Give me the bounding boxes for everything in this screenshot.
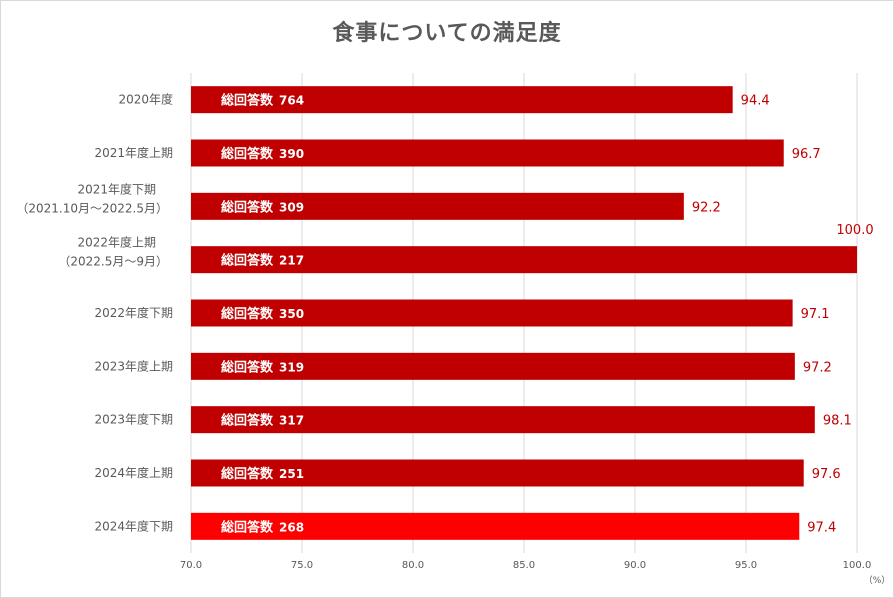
x-tick-label: 85.0 [513, 560, 535, 571]
bar [191, 139, 784, 167]
bar-inner-label: 総回答数 309 [221, 199, 304, 215]
x-tick-label: 80.0 [402, 560, 424, 571]
value-label: 96.7 [792, 147, 821, 162]
x-unit-label: （%） [864, 575, 891, 586]
x-tick-label: 90.0 [624, 560, 646, 571]
value-label: 94.4 [741, 94, 770, 109]
category-label: （2022.5月～9月） [58, 255, 168, 269]
chart-title: 食事についての満足度 [332, 21, 562, 46]
category-label: （2021.10月～2022.5月） [16, 201, 168, 215]
bar [191, 512, 800, 540]
value-label: 98.1 [823, 414, 852, 429]
bar [191, 406, 815, 434]
category-label: 2020年度 [118, 92, 173, 107]
bar-inner-label: 総回答数 268 [221, 519, 304, 535]
bar-inner-label: 総回答数 350 [221, 306, 304, 322]
bar [191, 352, 795, 380]
x-tick-label: 70.0 [180, 560, 202, 571]
bar [191, 246, 857, 274]
category-label: 2022年度上期 [77, 235, 156, 250]
bar [191, 299, 793, 327]
category-label: 2021年度上期 [94, 145, 173, 160]
bar [191, 459, 804, 487]
x-tick-label: 95.0 [735, 560, 757, 571]
value-label: 92.2 [692, 200, 721, 215]
bar [191, 86, 733, 114]
value-label: 97.2 [803, 360, 832, 375]
bar-inner-label: 総回答数 217 [221, 253, 304, 269]
bar-inner-label: 総回答数 319 [221, 359, 304, 375]
bar [191, 192, 684, 220]
x-tick-label: 75.0 [291, 560, 313, 571]
bar-inner-label: 総回答数 764 [221, 93, 304, 109]
x-tick-label: 100.0 [843, 560, 872, 571]
value-label: 97.6 [812, 467, 841, 482]
category-label: 2024年度上期 [94, 465, 173, 480]
value-label: 97.1 [801, 307, 830, 322]
category-label: 2021年度下期 [77, 181, 156, 196]
category-label: 2022年度下期 [94, 305, 173, 320]
value-label: 100.0 [836, 223, 873, 238]
bar-inner-label: 総回答数 317 [221, 413, 304, 429]
bar-inner-label: 総回答数 251 [221, 466, 304, 482]
category-label: 2024年度下期 [94, 518, 173, 533]
category-label: 2023年度上期 [94, 358, 173, 373]
value-label: 97.4 [807, 520, 836, 535]
category-label: 2023年度下期 [94, 412, 173, 427]
bar-inner-label: 総回答数 390 [221, 146, 304, 162]
